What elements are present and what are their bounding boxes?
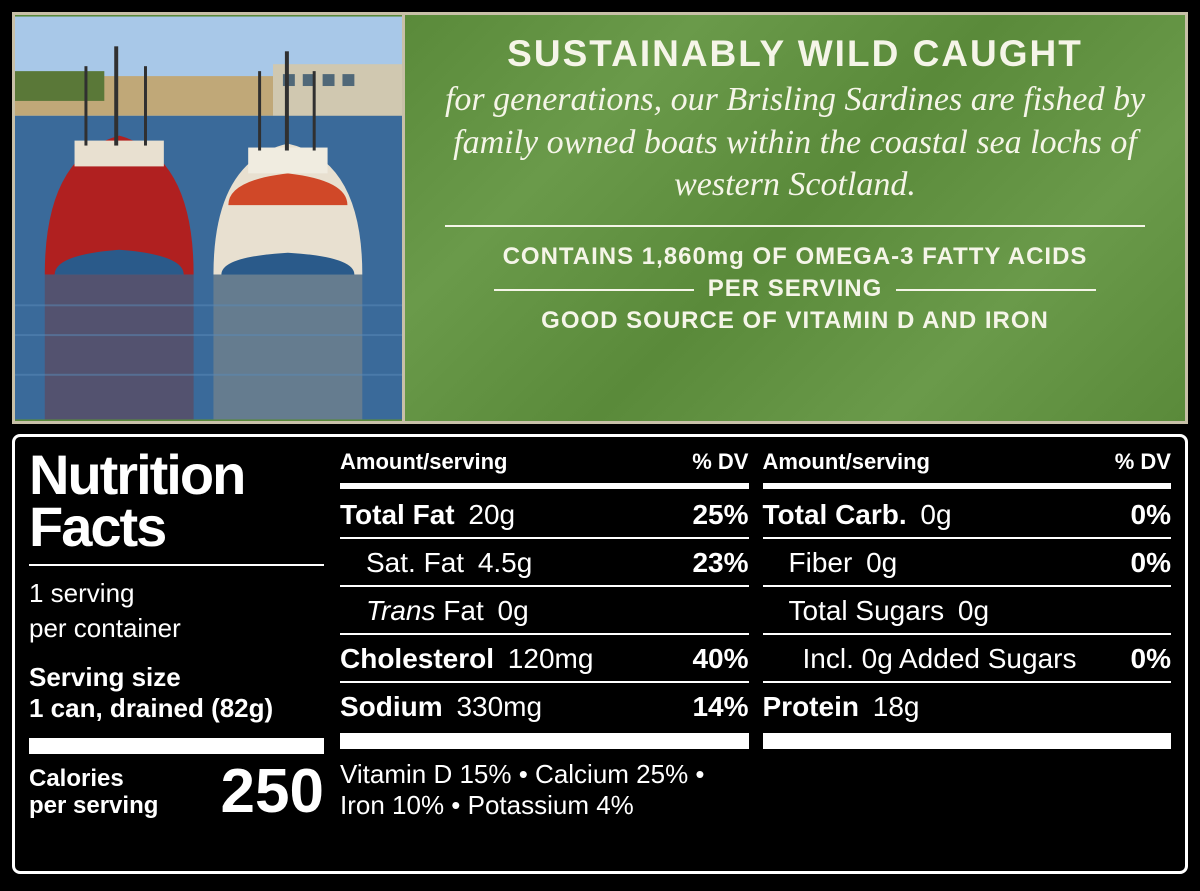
servings-per-container: 1 serving per container: [29, 576, 324, 646]
nutrient-claims: CONTAINS 1,860mg OF OMEGA-3 FATTY ACIDS …: [435, 241, 1155, 338]
divider-line: [445, 225, 1145, 227]
nutrient-name: Trans Fat 0g: [340, 595, 529, 627]
nutrient-dv: 25%: [692, 499, 748, 531]
thick-divider: [340, 733, 749, 749]
nutrient-row: Sodium 330mg 14%: [340, 683, 749, 729]
serving-size-value: 1 can, drained (82g): [29, 693, 324, 724]
nutrient-name: Protein 18g: [763, 691, 920, 723]
marketing-headline: SUSTAINABLY WILD CAUGHT: [435, 33, 1155, 75]
col-header: Amount/serving % DV: [340, 449, 749, 489]
nutrient-name: Sat. Fat 4.5g: [340, 547, 532, 579]
top-marketing-section: SUSTAINABLY WILD CAUGHT for generations,…: [12, 12, 1188, 424]
boats-icon: [15, 15, 402, 421]
calories-row: Calories per serving 250: [29, 764, 324, 820]
claim-per-serving: PER SERVING: [708, 273, 883, 305]
nutrition-facts-panel: Nutrition Facts 1 serving per container …: [12, 434, 1188, 874]
nutrient-amount: 120mg: [500, 643, 593, 674]
nutrient-amount: 0g: [490, 595, 529, 626]
marketing-body-text: for generations, our Brisling Sardines a…: [435, 79, 1155, 207]
nf-title-line2: Facts: [29, 501, 324, 553]
nutrient-row: Cholesterol 120mg 40%: [340, 635, 749, 683]
nutrient-amount: 0g: [858, 547, 897, 578]
claim-vitamins: GOOD SOURCE OF VITAMIN D AND IRON: [435, 305, 1155, 337]
harbor-photo: [15, 15, 405, 421]
nutrition-columns: Amount/serving % DV Total Fat 20g 25% Sat.…: [324, 449, 1171, 861]
calories-word: Calories: [29, 765, 124, 792]
nutrient-dv: 0%: [1131, 547, 1171, 579]
dv-header: % DV: [1115, 449, 1171, 475]
nutrition-left-block: Nutrition Facts 1 serving per container …: [29, 449, 324, 861]
nutrient-row: Total Sugars 0g: [763, 587, 1172, 635]
nutrient-name: Fiber 0g: [763, 547, 898, 579]
nutrient-dv: 14%: [692, 691, 748, 723]
nutrient-amount: 4.5g: [470, 547, 532, 578]
calories-value: 250: [221, 764, 324, 820]
col-header: Amount/serving % DV: [763, 449, 1172, 489]
amount-serving-header: Amount/serving: [340, 449, 507, 475]
nutrient-name: Total Sugars 0g: [763, 595, 990, 627]
calories-label: Calories per serving: [29, 765, 158, 820]
calories-per-serving: per serving: [29, 792, 158, 819]
nutrition-col-1: Amount/serving % DV Total Fat 20g 25% Sat.…: [340, 449, 749, 861]
nutrient-row: Total Fat 20g 25%: [340, 491, 749, 539]
nutrient-amount: 0g: [913, 499, 952, 530]
nutrient-name: Total Fat 20g: [340, 499, 515, 531]
thick-divider: [29, 738, 324, 754]
claim-omega3: CONTAINS 1,860mg OF OMEGA-3 FATTY ACIDS: [435, 241, 1155, 273]
nutrient-amount: 18g: [865, 691, 920, 722]
nutrient-row: Sat. Fat 4.5g 23%: [340, 539, 749, 587]
amount-serving-header: Amount/serving: [763, 449, 930, 475]
nutrient-row: Protein 18g: [763, 683, 1172, 729]
divider-line: [29, 564, 324, 566]
nutrient-name: Incl. 0g Added Sugars: [763, 643, 1077, 675]
nutrient-dv: 0%: [1131, 499, 1171, 531]
nutrient-amount: 0g: [950, 595, 989, 626]
nf-title-line1: Nutrition: [29, 449, 324, 501]
nutrient-row: Fiber 0g 0%: [763, 539, 1172, 587]
servings-suffix: per container: [29, 613, 181, 643]
nutrient-amount: 20g: [461, 499, 516, 530]
servings-count: 1 serving: [29, 578, 135, 608]
nutrient-row: Trans Fat 0g: [340, 587, 749, 635]
nutrient-name: Cholesterol 120mg: [340, 643, 593, 675]
vitamins-footer: Vitamin D 15% • Calcium 25% • Iron 10% •…: [340, 749, 749, 821]
nutrient-row: Incl. 0g Added Sugars 0%: [763, 635, 1172, 683]
nutrient-dv: 40%: [692, 643, 748, 675]
nutrition-col-2: Amount/serving % DV Total Carb. 0g0%Fibe…: [763, 449, 1172, 861]
nutrient-name: Sodium 330mg: [340, 691, 542, 723]
thick-divider: [763, 733, 1172, 749]
nutrient-amount: 330mg: [449, 691, 542, 722]
dv-header: % DV: [692, 449, 748, 475]
nutrient-dv: 23%: [692, 547, 748, 579]
serving-size-label: Serving size: [29, 662, 324, 693]
nutrient-row: Total Carb. 0g 0%: [763, 491, 1172, 539]
nutrient-dv: 0%: [1131, 643, 1171, 675]
nutrient-name: Total Carb. 0g: [763, 499, 952, 531]
nutrition-facts-title: Nutrition Facts: [29, 449, 324, 552]
marketing-copy-panel: SUSTAINABLY WILD CAUGHT for generations,…: [405, 15, 1185, 421]
